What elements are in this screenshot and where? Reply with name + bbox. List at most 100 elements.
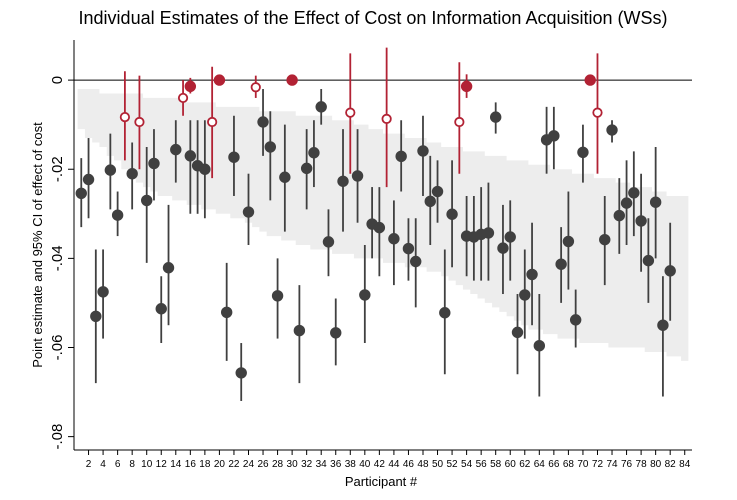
point-estimate (431, 185, 444, 198)
x-axis-ticks: 2 4 6 8 10 12 14 16 18 20 22 24 26 28 30 32 34 36 38 40 42 44… (86, 450, 691, 470)
point-estimate (555, 258, 567, 270)
point-estimate (300, 162, 313, 175)
x-tick-label: 64 (534, 459, 546, 470)
x-tick-label: 6 (115, 459, 121, 470)
point-estimate (628, 187, 640, 199)
point-estimate (373, 221, 386, 234)
point-estimate (126, 167, 138, 180)
point-estimate (592, 107, 603, 118)
x-tick-label: 58 (490, 459, 502, 470)
x-tick-label: 60 (505, 459, 517, 470)
point-estimate (664, 265, 676, 277)
point-estimate (417, 145, 429, 157)
x-tick-label: 26 (257, 459, 269, 470)
x-tick-label: 66 (548, 459, 560, 470)
x-tick-label: 52 (447, 459, 459, 470)
x-tick-label: 78 (636, 459, 648, 470)
point-estimate (162, 262, 175, 274)
plot-area (74, 47, 692, 401)
x-tick-label: 54 (461, 459, 473, 470)
point-estimate (177, 92, 189, 104)
x-tick-label: 68 (563, 459, 575, 470)
x-tick-label: 20 (214, 459, 226, 470)
x-tick-label: 18 (199, 459, 211, 470)
x-tick-label: 40 (359, 459, 371, 470)
y-axis-label: Point estimate and 95% CI of effect of c… (30, 122, 45, 368)
point-estimate (337, 175, 349, 187)
point-estimate (511, 326, 524, 339)
x-tick-label: 80 (650, 459, 662, 470)
point-estimate (308, 147, 320, 159)
point-estimate (286, 74, 298, 86)
point-estimate (257, 116, 269, 128)
point-estimate (207, 116, 218, 128)
x-tick-label: 56 (476, 459, 488, 470)
point-estimate (322, 236, 335, 248)
point-estimate (577, 146, 589, 159)
point-estimate (279, 171, 291, 183)
point-estimate (649, 196, 662, 208)
point-estimate (235, 367, 247, 379)
point-estimate (620, 197, 633, 209)
point-estimate (359, 289, 371, 301)
x-tick-label: 76 (621, 459, 633, 470)
point-estimate (148, 157, 160, 170)
point-estimate (330, 327, 342, 339)
point-estimate (315, 101, 327, 113)
point-estimate (250, 82, 261, 93)
x-tick-label: 44 (388, 459, 400, 470)
point-estimate (548, 130, 560, 142)
point-estimate (642, 254, 655, 267)
x-tick-label: 30 (287, 459, 299, 470)
point-estimate (584, 74, 596, 86)
x-tick-label: 82 (665, 459, 677, 470)
point-estimate (104, 164, 117, 176)
point-estimate (388, 233, 400, 245)
x-axis-label: Participant # (345, 474, 418, 489)
point-estimate (220, 306, 233, 318)
point-estimate (213, 74, 226, 86)
point-estimate (199, 163, 211, 175)
point-estimate (439, 307, 451, 319)
point-estimate (635, 215, 647, 227)
point-estimate (345, 107, 356, 118)
point-estimate (264, 141, 277, 153)
point-estimate (134, 116, 145, 128)
point-estimate (489, 111, 502, 123)
y-tick-label: -.02 (49, 156, 66, 182)
point-estimate (141, 194, 153, 207)
y-tick-label: -.04 (49, 245, 66, 271)
point-estimate (519, 289, 531, 301)
point-estimate (82, 173, 95, 186)
x-tick-label: 22 (228, 459, 240, 470)
point-estimate (111, 209, 124, 221)
point-estimate (424, 195, 436, 208)
x-tick-label: 4 (100, 459, 106, 470)
point-estimate (613, 209, 625, 222)
x-tick-label: 38 (345, 459, 357, 470)
x-tick-label: 48 (417, 459, 429, 470)
point-estimate (533, 340, 546, 352)
x-tick-label: 12 (156, 459, 168, 470)
x-tick-label: 28 (272, 459, 284, 470)
x-tick-label: 32 (301, 459, 313, 470)
point-estimate (410, 255, 422, 268)
point-estimate (482, 227, 495, 239)
x-tick-label: 34 (316, 459, 328, 470)
x-tick-label: 36 (330, 459, 342, 470)
x-tick-label: 24 (243, 459, 255, 470)
point-estimate (119, 111, 130, 123)
x-tick-label: 10 (141, 459, 153, 470)
point-estimate (293, 324, 306, 337)
x-tick-label: 8 (129, 459, 135, 470)
point-estimate (454, 116, 465, 128)
point-estimate (504, 231, 516, 243)
point-estimate (657, 319, 669, 331)
series-layer (75, 47, 676, 401)
x-tick-label: 46 (403, 459, 415, 470)
x-tick-label: 70 (577, 459, 589, 470)
point-estimate (460, 80, 473, 93)
x-tick-label: 2 (86, 459, 92, 470)
point-estimate (155, 303, 167, 315)
point-estimate (606, 124, 618, 136)
